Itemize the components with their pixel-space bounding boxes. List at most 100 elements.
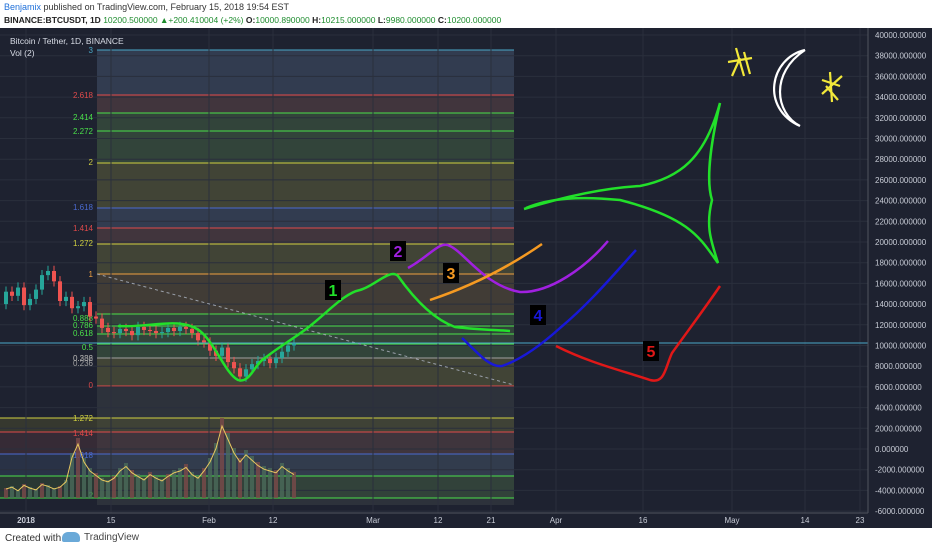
candle-body — [268, 358, 272, 364]
price-tick-label: -4000.000000 — [875, 486, 925, 495]
high-label: H: — [312, 15, 322, 25]
fib-level-label: 0.888 — [73, 314, 94, 323]
fib-level-label: 1.414 — [73, 224, 94, 233]
wave-label-2: 2 — [394, 244, 403, 261]
volume-bar — [256, 462, 260, 498]
volume-bar — [208, 458, 212, 498]
close-label: C: — [437, 15, 447, 25]
candle-body — [232, 362, 236, 369]
price-tick-label: 2000.000000 — [875, 424, 922, 433]
fib-band — [97, 228, 514, 244]
volume-bar — [16, 490, 20, 498]
wave-number-labels: 1 2 3 4 5 — [325, 241, 659, 361]
fib-level-label: 0.236 — [73, 359, 94, 368]
volume-bar — [280, 463, 284, 498]
price-axis[interactable]: 40000.000000 38000.000000 36000.000000 3400… — [867, 28, 927, 516]
author-link[interactable]: Benjamix — [4, 2, 42, 12]
volume-bar — [64, 480, 68, 498]
volume-bar — [292, 472, 296, 498]
volume-bars — [4, 418, 296, 498]
last-price: 10200.500000 — [103, 15, 158, 25]
volume-bar — [226, 433, 230, 498]
price-tick-label: 32000.000000 — [875, 114, 927, 123]
symbol-title: Bitcoin / Tether, 1D, BINANCE — [10, 36, 124, 46]
wave-label-3: 3 — [447, 266, 456, 283]
volume-bar — [94, 473, 98, 498]
price-tick-label: 34000.000000 — [875, 93, 927, 102]
candle-body — [4, 291, 8, 305]
volume-bar — [202, 468, 206, 498]
wave-path-blue — [461, 249, 637, 368]
volume-bar — [28, 487, 32, 498]
candle-body — [184, 326, 188, 329]
volume-indicator-label[interactable]: Vol (2) — [10, 48, 35, 58]
wave-label-box — [530, 305, 546, 325]
volume-bar — [190, 472, 194, 498]
candle-body — [40, 275, 44, 290]
fib-level-label: 1.272 — [73, 239, 94, 248]
wave-label-1: 1 — [329, 283, 338, 300]
fib-band — [97, 163, 514, 208]
low-label: L: — [377, 15, 386, 25]
volume-bar — [136, 474, 140, 498]
candle-body — [16, 287, 20, 296]
grid-lines — [0, 28, 868, 513]
high-value: 10215.000000 — [321, 15, 376, 25]
volume-bar — [268, 468, 272, 498]
tradingview-brand[interactable]: TradingView — [62, 532, 139, 543]
fib-band — [97, 95, 514, 113]
candle-body — [124, 328, 128, 332]
candle-body — [190, 328, 194, 334]
volume-bar — [58, 486, 62, 498]
time-tick-label: 23 — [856, 516, 865, 525]
ohlc-line: BINANCE:BTCUSDT, 1D 10200.500000 ▲+200.4… — [4, 15, 501, 25]
candle-body — [154, 331, 158, 334]
price-tick-label: 18000.000000 — [875, 259, 927, 268]
candle-body — [196, 333, 200, 341]
created-with-text: Created with — [5, 533, 62, 544]
candle-body — [292, 343, 296, 346]
candle-body — [256, 361, 260, 365]
price-tick-label: 4000.000000 — [875, 404, 922, 413]
volume-bar — [178, 468, 182, 498]
time-tick-label: 16 — [639, 516, 648, 525]
time-tick-label: Feb — [202, 516, 216, 525]
wave-label-box — [443, 263, 459, 283]
candle-body — [178, 326, 182, 332]
time-tick-label: 21 — [487, 516, 496, 525]
price-tick-label: 8000.000000 — [875, 362, 922, 371]
volume-bar — [250, 456, 254, 498]
volume-bar — [220, 418, 224, 498]
price-chart[interactable]: 32.6182.4142.27221.6181.4141.27210.8880.… — [0, 28, 932, 528]
fib-level-label: 2 — [89, 158, 94, 167]
price-tick-label: 14000.000000 — [875, 300, 927, 309]
price-tick-label: 30000.000000 — [875, 135, 927, 144]
wave-path-purple — [407, 240, 609, 294]
time-axis[interactable]: 2018 15 Feb 12 Mar 12 21 Apr 16 May 14 23 — [0, 512, 868, 525]
volume-bar — [232, 448, 236, 498]
fib-level-label: 2.272 — [73, 127, 94, 136]
volume-bar — [160, 479, 164, 498]
volume-bar — [112, 476, 116, 498]
wave-label-box — [390, 241, 406, 261]
wave-path-orange — [429, 242, 543, 302]
candle-body — [238, 368, 242, 377]
price-tick-label: 6000.000000 — [875, 383, 922, 392]
moon-drawing — [773, 48, 806, 128]
candle-body — [34, 289, 38, 299]
candle-body — [88, 302, 92, 317]
price-tick-label: 20000.000000 — [875, 238, 927, 247]
open-value: 10000.890000 — [255, 15, 310, 25]
open-label: O: — [245, 15, 256, 25]
volume-bar — [214, 443, 218, 498]
fib-level-label: 0.382 — [73, 354, 94, 363]
time-tick-label: 15 — [107, 516, 116, 525]
time-tick-label: 12 — [434, 516, 443, 525]
chart-area[interactable]: 3 2.618 2.414 2.272 2 1.618 1.414 1.272 1 0.888 0.… — [0, 28, 932, 528]
candle-body — [112, 332, 116, 334]
candle-body — [202, 340, 206, 343]
fib-level-label: 0.5 — [82, 343, 94, 352]
star-drawing-right — [821, 71, 843, 103]
fib-level-label: 2.618 — [73, 91, 94, 100]
fib-band — [97, 131, 514, 163]
